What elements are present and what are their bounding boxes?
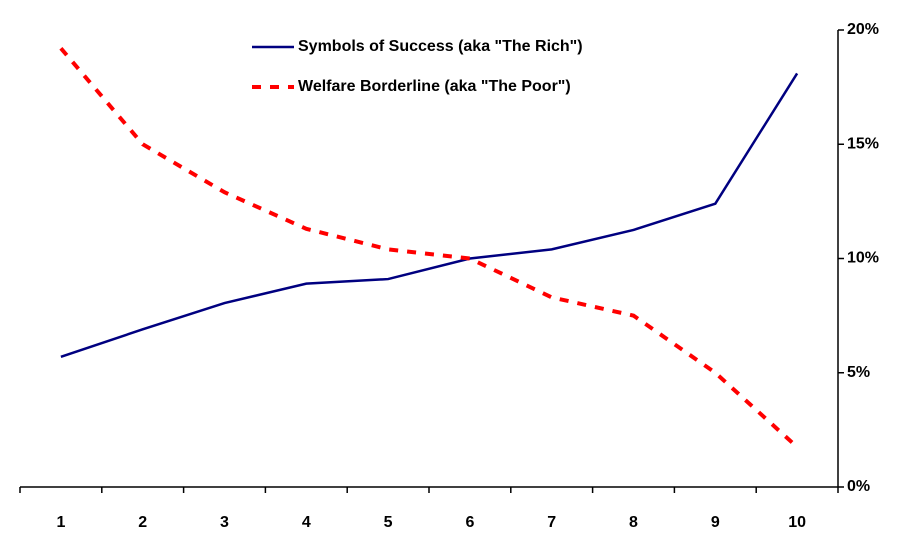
x-tick-label: 7: [547, 514, 556, 531]
y-tick-label: 15%: [847, 135, 879, 152]
legend-label: Welfare Borderline (aka "The Poor"): [298, 78, 571, 95]
y-tick-label: 0%: [847, 478, 870, 495]
y-tick-label: 20%: [847, 21, 879, 38]
x-tick-label: 6: [465, 514, 474, 531]
x-tick-label: 1: [56, 514, 65, 531]
series-line: [60, 72, 799, 358]
x-tick-label: 5: [384, 514, 393, 531]
y-tick-label: 5%: [847, 364, 870, 381]
x-tick-label: 9: [711, 514, 720, 531]
y-tick-label: 10%: [847, 250, 879, 267]
x-tick-label: 4: [302, 514, 311, 531]
x-tick-label: 2: [138, 514, 147, 531]
x-tick-label: 8: [629, 514, 638, 531]
series-line: [59, 46, 799, 449]
legend-label: Symbols of Success (aka "The Rich"): [298, 38, 583, 55]
x-tick-label: 3: [220, 514, 229, 531]
x-tick-label: 10: [788, 514, 806, 531]
